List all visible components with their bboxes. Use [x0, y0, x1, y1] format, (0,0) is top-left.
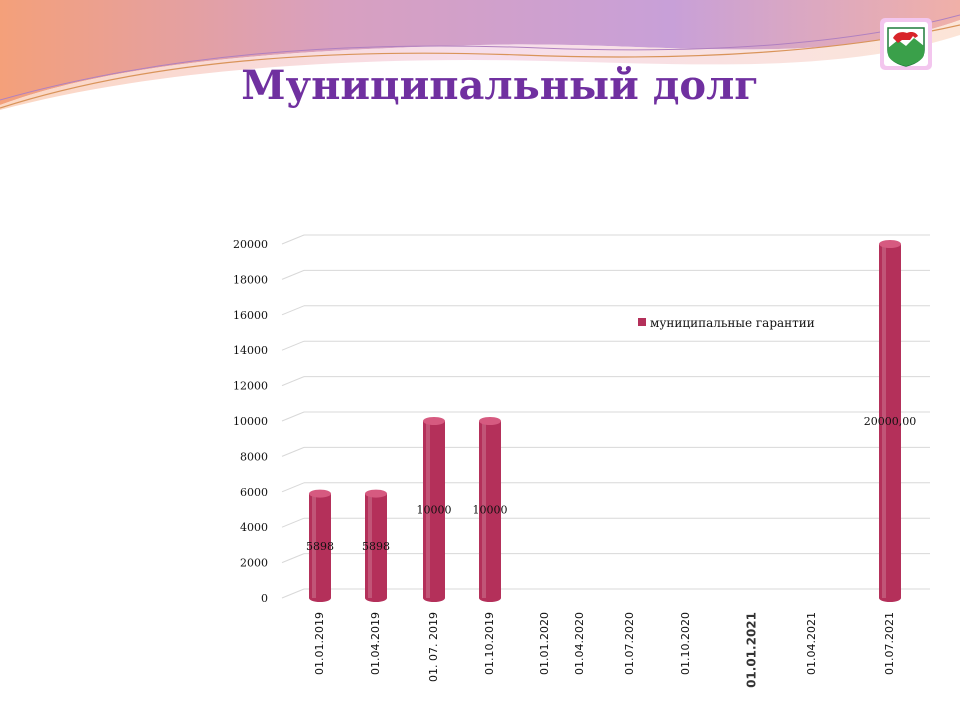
grid-line-side [281, 553, 305, 564]
bar-body [479, 421, 501, 602]
x-tick-label: 01.10.2020 [679, 612, 692, 675]
bars [309, 240, 901, 602]
bar [479, 417, 501, 602]
y-tick-label: 6000 [240, 486, 268, 499]
y-tick-label: 16000 [233, 309, 268, 322]
legend-swatch [638, 318, 646, 326]
grid-line-side [281, 340, 305, 351]
data-label: 10000 [473, 504, 508, 517]
bar-highlight [482, 421, 486, 598]
bar-body [309, 493, 331, 602]
x-tick-label: 01.07.2020 [623, 612, 636, 675]
grid-line-side [281, 376, 305, 387]
bar-body [879, 244, 901, 602]
x-tick-label: 01.10.2019 [483, 612, 496, 675]
coat-of-arms-icon [880, 18, 932, 70]
y-tick-label: 10000 [233, 415, 268, 428]
data-label: 20000,00 [864, 415, 917, 428]
y-tick-label: 12000 [233, 380, 268, 393]
bar [879, 240, 901, 602]
y-tick-label: 18000 [233, 273, 268, 286]
bar-body [365, 493, 387, 602]
bar [423, 417, 445, 602]
x-tick-label: 01.04.2021 [805, 612, 818, 675]
grid-line-side [281, 269, 305, 280]
bar-highlight [368, 493, 372, 598]
bar-top [479, 417, 501, 425]
grid-line-side [281, 411, 305, 422]
y-tick-label: 14000 [233, 344, 268, 357]
y-tick-label: 4000 [240, 521, 268, 534]
y-tick-label: 0 [261, 592, 268, 605]
grid-line-side [281, 305, 305, 316]
bar-highlight [312, 493, 316, 598]
x-axis-categories: 01.01.2019 01.04.2019 01. 07. 2019 01.10.20… [313, 612, 896, 688]
x-tick-label: 01.07.2021 [883, 612, 896, 675]
y-axis-ticks: 0 2000 4000 6000 8000 10000 12000 14000 16000 180… [233, 238, 268, 605]
grid-layer [281, 234, 930, 599]
bar [309, 489, 331, 602]
data-label: 5898 [362, 540, 390, 553]
grid-line-side [281, 446, 305, 457]
grid-line-side [281, 517, 305, 528]
bar-highlight [426, 421, 430, 598]
bar-highlight [882, 244, 886, 598]
y-tick-label: 20000 [233, 238, 268, 251]
x-tick-label: 01. 07. 2019 [427, 612, 440, 682]
bar-top [309, 489, 331, 498]
legend-label: муниципальные гарантии [650, 316, 815, 330]
x-tick-label: 01.04.2019 [369, 612, 382, 675]
bar-top [879, 240, 901, 248]
x-tick-label: 01.01.2020 [538, 612, 551, 675]
y-tick-label: 2000 [240, 557, 268, 570]
page-title: Муниципальный долг [241, 62, 759, 109]
x-tick-label: 01.01.2021 [745, 612, 759, 688]
bar-top [365, 489, 387, 498]
bar [365, 489, 387, 602]
bar-body [423, 421, 445, 602]
data-labels: 5898 5898 10000 10000 20000,00 [306, 415, 916, 553]
grid-line-side [281, 588, 305, 599]
data-label: 5898 [306, 540, 334, 553]
bar-top [423, 417, 445, 425]
grid-line-side [281, 234, 305, 245]
x-tick-label: 01.01.2019 [313, 612, 326, 675]
y-tick-label: 8000 [240, 450, 268, 463]
data-label: 10000 [417, 504, 452, 517]
legend: муниципальные гарантии [638, 316, 815, 330]
grid-line-side [281, 482, 305, 493]
x-tick-label: 01.04.2020 [573, 612, 586, 675]
